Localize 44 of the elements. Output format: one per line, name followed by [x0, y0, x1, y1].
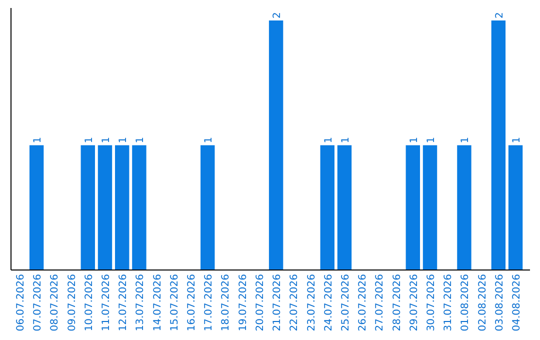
x-tick-label: 18.07.2026 — [220, 274, 232, 332]
data-label: 1 — [204, 136, 215, 144]
x-tick-label: 29.07.2026 — [408, 274, 420, 332]
data-label: 1 — [426, 136, 438, 144]
data-label: 1 — [460, 136, 472, 144]
x-tick-label: 24.07.2026 — [323, 274, 334, 332]
data-label: 1 — [512, 136, 523, 144]
x-tick-label: 26.07.2026 — [358, 274, 369, 332]
x-tick-label: 21.07.2026 — [272, 274, 284, 332]
x-tick-label: 20.07.2026 — [254, 274, 266, 332]
x-tick-label: 25.07.2026 — [340, 274, 352, 332]
x-tick-label: 16.07.2026 — [186, 274, 198, 332]
x-tick-label: 22.07.2026 — [289, 274, 300, 332]
data-label: 1 — [100, 136, 112, 144]
data-label: 1 — [135, 136, 146, 144]
x-tick-label: 14.07.2026 — [152, 274, 164, 332]
x-tick-label: 08.07.2026 — [50, 274, 61, 332]
data-label: 2 — [494, 12, 506, 18]
x-tick-label: 15.07.2026 — [169, 274, 180, 332]
x-tick-label: 12.07.2026 — [118, 274, 130, 332]
x-tick-label: 02.08.2026 — [477, 274, 488, 332]
x-tick-label: 31.07.2026 — [443, 274, 454, 332]
x-tick-label: 10.07.2026 — [84, 274, 95, 332]
x-tick-label: 11.07.2026 — [100, 274, 112, 332]
x-tick-label: 30.07.2026 — [426, 274, 438, 332]
x-tick-label: 17.07.2026 — [204, 274, 215, 332]
x-tick-label: 23.07.2026 — [306, 274, 318, 332]
x-tick-label: 09.07.2026 — [66, 274, 78, 332]
data-label: 2 — [272, 12, 284, 18]
x-tick-label: 13.07.2026 — [135, 274, 146, 332]
x-tick-label: 01.08.2026 — [460, 274, 472, 332]
x-tick-label: 03.08.2026 — [494, 274, 506, 332]
x-tick-label: 19.07.2026 — [238, 274, 249, 332]
data-label: 1 — [323, 136, 334, 144]
x-tick-label: 04.08.2026 — [512, 274, 523, 332]
data-label: 1 — [118, 136, 130, 144]
x-tick-label: 07.07.2026 — [32, 274, 44, 332]
data-label: 1 — [32, 136, 44, 144]
x-tick-label: 27.07.2026 — [374, 274, 386, 332]
data-label: 1 — [84, 136, 95, 144]
data-label: 1 — [408, 136, 420, 144]
data-label: 1 — [340, 136, 352, 144]
x-tick-label: 28.07.2026 — [392, 274, 403, 332]
x-tick-label: 06.07.2026 — [15, 274, 26, 332]
